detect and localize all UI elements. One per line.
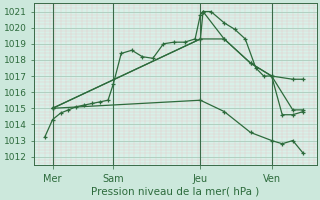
X-axis label: Pression niveau de la mer( hPa ): Pression niveau de la mer( hPa ) [91,187,260,197]
